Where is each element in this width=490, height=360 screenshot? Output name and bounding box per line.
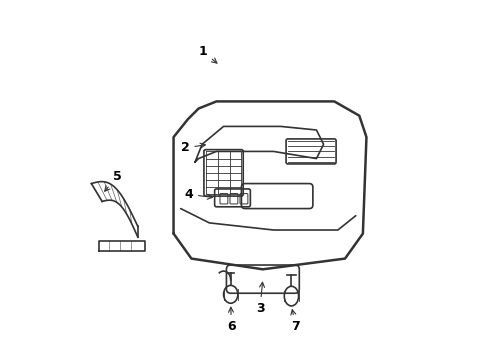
Text: 4: 4: [184, 188, 213, 201]
Text: 6: 6: [227, 307, 236, 333]
Text: 1: 1: [198, 45, 217, 63]
Text: 2: 2: [181, 141, 205, 154]
Text: 3: 3: [256, 282, 265, 315]
Text: 7: 7: [291, 310, 300, 333]
Text: 5: 5: [105, 170, 122, 191]
